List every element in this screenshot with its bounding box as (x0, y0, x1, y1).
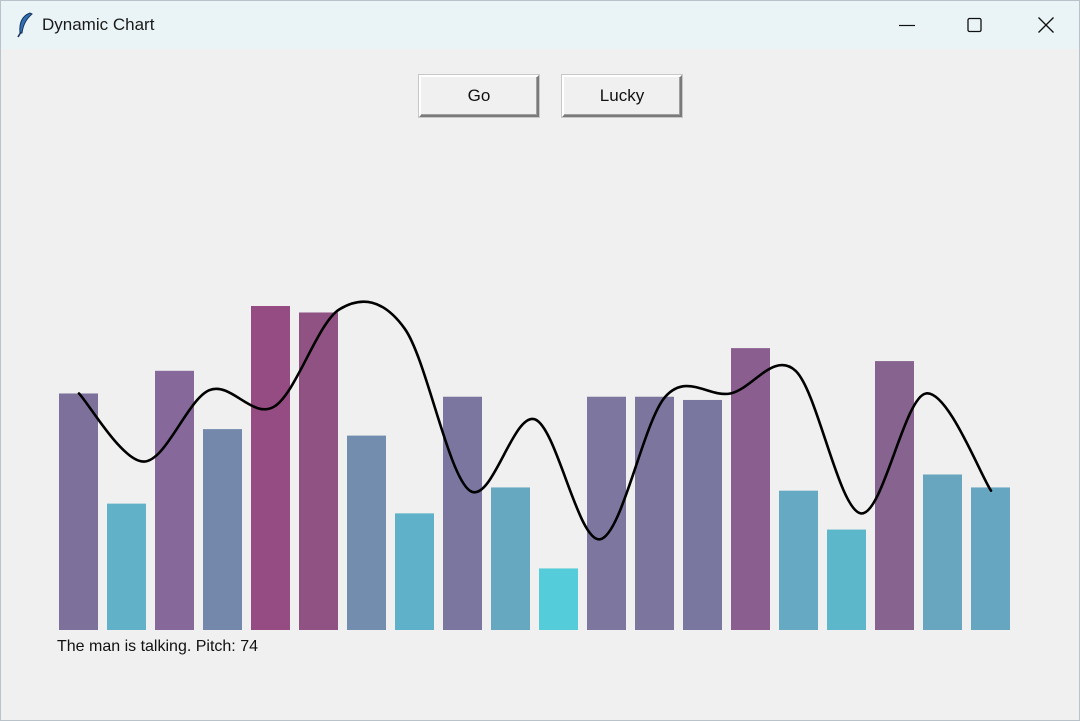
status-label: The man is talking. Pitch: 74 (57, 638, 258, 655)
go-button[interactable]: Go (419, 75, 539, 117)
chart-bar (395, 513, 434, 630)
trend-line (77, 300, 993, 541)
chart-bar (779, 490, 818, 630)
maximize-button[interactable] (940, 1, 1010, 49)
minimize-button[interactable] (872, 1, 942, 49)
chart-bar (443, 396, 482, 630)
maximize-icon (967, 17, 982, 33)
chart-bar (251, 306, 290, 630)
window-title: Dynamic Chart (42, 15, 155, 34)
minimize-icon (899, 24, 915, 27)
bar-group (59, 306, 1010, 630)
chart-bar (683, 399, 722, 630)
chart-bar (827, 529, 866, 630)
chart-bar (971, 487, 1010, 630)
chart-bar (299, 312, 338, 630)
chart-bar (635, 396, 674, 630)
chart-bar (491, 487, 530, 630)
chart-bar (347, 435, 386, 630)
chart-bar (107, 503, 146, 630)
chart-bar (539, 568, 578, 630)
close-icon (1038, 17, 1054, 33)
chart-bar (875, 361, 914, 630)
chart-bar (731, 348, 770, 630)
close-button[interactable] (1011, 1, 1079, 49)
chart-bar (59, 393, 98, 630)
title-bar: Dynamic Chart (1, 1, 1079, 49)
feather-icon (17, 12, 33, 38)
lucky-button[interactable]: Lucky (562, 75, 682, 117)
chart-bar (203, 429, 242, 630)
chart-bar (923, 474, 962, 630)
